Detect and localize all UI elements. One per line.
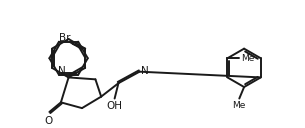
Text: OH: OH — [107, 101, 123, 111]
Text: Me: Me — [233, 101, 246, 110]
Text: Me: Me — [241, 54, 254, 63]
Text: O: O — [44, 116, 52, 126]
Text: N: N — [142, 66, 149, 76]
Text: N: N — [58, 66, 66, 76]
Text: Br: Br — [59, 33, 71, 43]
